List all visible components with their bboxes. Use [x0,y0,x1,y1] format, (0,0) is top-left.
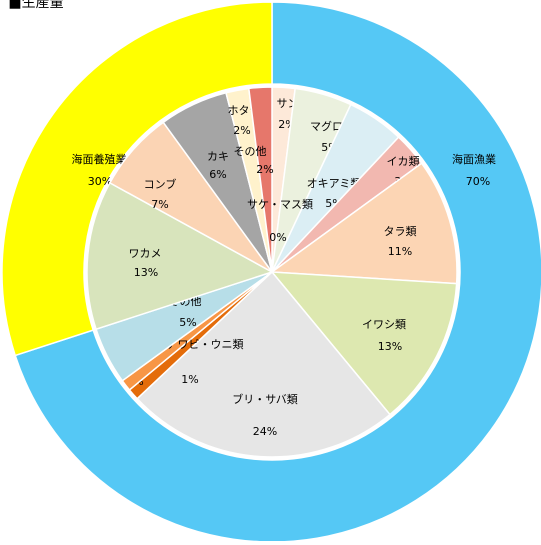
outer-slice-label: 海面養殖業 [72,152,127,166]
inner-slice-value-label: 2% [233,124,250,137]
inner-slice [270,271,458,416]
inner-slice-label: アワビ・ウニ類 [167,338,244,351]
inner-slice [136,270,391,458]
inner-slice-value-label: 11% [388,245,412,258]
inner-slice-label: イカ類 [387,155,420,168]
inner-slice-label: コンブ [144,177,177,191]
inner-slice-label: イワシ類 [362,318,406,331]
inner-slice-label: ブリ・サバ類 [232,392,298,406]
chart-title: ■生産量 [8,0,63,11]
inner-slice-value-label: 1% [181,373,198,386]
outer-slice [14,1,541,543]
inner-slice-value-label: 6% [209,168,226,181]
inner-slice-value-label: 13% [134,266,158,279]
inner-slice-label: その他 [234,145,267,158]
inner-slice [247,86,273,273]
inner-slice-value-label: 24% [253,425,277,438]
inner-slice-label: サケ・マス類 [247,198,313,211]
inner-slice-value-label: 0% [269,231,286,244]
outer-slice-value-label: 70% [466,175,490,188]
inner-slice-label: オキアミ類 [307,177,362,190]
outer-slice [1,1,273,357]
inner-slice-label: カキ [207,150,229,163]
inner-slice [269,162,458,285]
inner-slice-label: タラ類 [384,225,417,238]
inner-slice-label: ワカメ [129,247,162,260]
inner-slice-value-label: 5% [179,316,196,329]
inner-slice-value-label: 2% [256,163,273,176]
outer-slice-value-label: 30% [88,175,112,188]
inner-slice-value-label: 7% [151,198,168,211]
outer-slice-label: 海面漁業 [452,152,496,166]
inner-slice [86,181,274,331]
inner-slice-value-label: 13% [378,340,402,353]
